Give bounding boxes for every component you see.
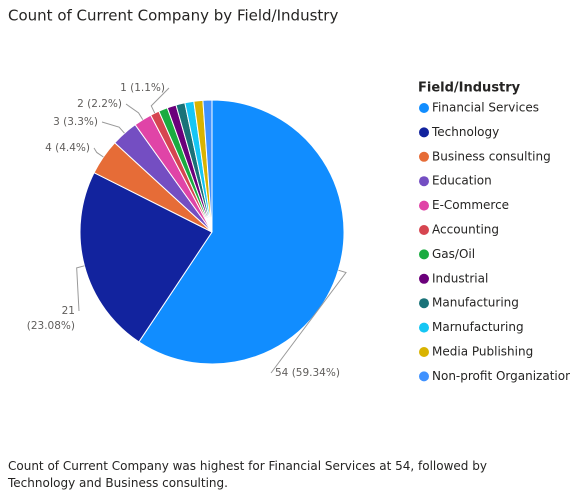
data-label: 54 (59.34%) (275, 367, 340, 379)
legend-label: Business consulting (432, 149, 551, 163)
legend-label: Technology (431, 125, 499, 139)
legend-label: Marnufacturing (432, 320, 524, 334)
legend-label: Non-profit Organization (432, 369, 570, 383)
legend-label: Gas/Oil (432, 247, 475, 261)
leader-line (76, 265, 85, 312)
legend-marker (419, 200, 429, 211)
leader-line (101, 121, 125, 134)
legend-label: Media Publishing (432, 345, 533, 359)
legend-marker (419, 225, 429, 235)
legend-marker (419, 322, 429, 333)
legend-marker (419, 371, 429, 382)
chart-title: Count of Current Company by Field/Indust… (8, 7, 338, 25)
legend-label: Education (432, 174, 492, 188)
legend-marker (419, 347, 429, 357)
legend-label: E-Commerce (432, 198, 509, 212)
legend-label: Accounting (432, 223, 499, 237)
pie-slice (79, 172, 213, 343)
leader-line (93, 147, 104, 158)
legend-marker (419, 249, 429, 260)
data-label: 21 (23.08%) (27, 305, 75, 332)
legend-label: Industrial (432, 271, 488, 285)
leader-line (270, 269, 347, 374)
legend-marker (419, 127, 429, 138)
pie-slice (202, 99, 213, 233)
legend-title: Field/Industry (418, 81, 521, 96)
legend-marker (419, 176, 429, 187)
legend-label: Financial Services (432, 101, 539, 115)
chart: Count of Current Company by Field/Indust… (8, 7, 570, 383)
legend-marker (419, 273, 429, 284)
data-label: 1 (1.1%) (120, 82, 165, 94)
legend-marker (419, 151, 429, 162)
data-label: 4 (4.4%) (45, 142, 90, 154)
leader-line (125, 103, 144, 120)
summary-text: Count of Current Company was highest for… (8, 459, 487, 490)
legend-label: Manufacturing (432, 296, 519, 310)
legend-marker (419, 103, 429, 113)
leader-line (150, 87, 170, 114)
data-label: 2 (2.2%) (77, 98, 122, 110)
data-label: 3 (3.3%) (53, 116, 98, 128)
legend-marker (419, 298, 429, 309)
